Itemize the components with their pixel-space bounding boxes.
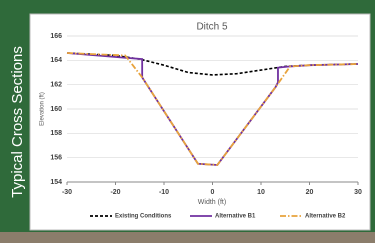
x-tick-label: 20 xyxy=(306,189,314,196)
y-tick-label: 154 xyxy=(50,179,62,186)
panel-label: Typical Cross Sections xyxy=(9,46,26,198)
legend-label: Existing Conditions xyxy=(115,214,172,220)
y-tick-label: 166 xyxy=(50,33,62,40)
chart-area xyxy=(30,14,370,230)
aerial-strip xyxy=(0,232,375,243)
y-tick-label: 164 xyxy=(50,57,62,64)
chart-title: Ditch 5 xyxy=(196,22,228,33)
x-tick-label: 10 xyxy=(257,189,265,196)
x-axis-label: Width (ft) xyxy=(198,199,226,206)
y-tick-label: 158 xyxy=(50,130,62,137)
x-tick-label: -20 xyxy=(110,189,120,196)
legend-label: Alternative B1 xyxy=(215,214,256,220)
y-tick-label: 160 xyxy=(50,106,62,113)
x-tick-label: -10 xyxy=(159,189,169,196)
y-axis-label: Elevation (ft) xyxy=(40,92,46,126)
y-tick-label: 156 xyxy=(50,155,62,162)
screen: Typical Cross Sections Ditch 5 Elevation… xyxy=(0,0,375,243)
y-tick-label: 162 xyxy=(50,82,62,89)
legend-label: Alternative B2 xyxy=(305,214,346,220)
x-tick-label: 30 xyxy=(354,189,362,196)
x-tick-label: 0 xyxy=(211,189,215,196)
x-tick-label: -30 xyxy=(62,189,72,196)
